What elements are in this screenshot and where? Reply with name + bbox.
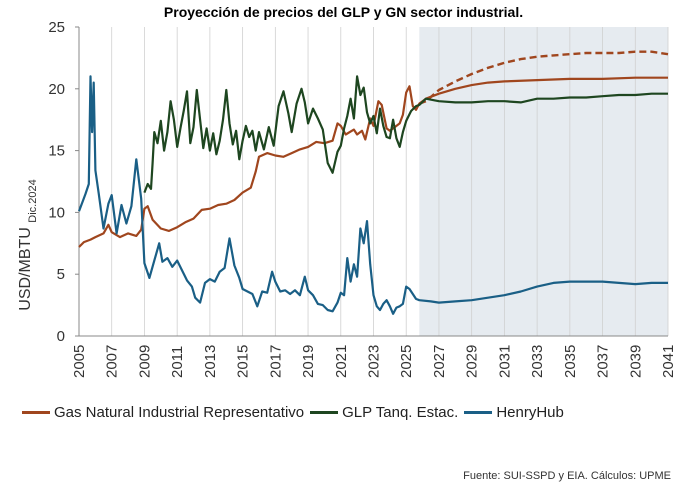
x-tick-label-2005: 2005 (71, 345, 88, 378)
x-tick-label-2041: 2041 (660, 345, 677, 378)
x-tick-label-2013: 2013 (202, 345, 219, 378)
series-line-3 (77, 75, 668, 315)
x-tick-label-2009: 2009 (136, 345, 153, 378)
legend-label-gas-natural: Gas Natural Industrial Representativo (54, 404, 305, 421)
x-tick-label-2029: 2029 (464, 345, 481, 378)
x-tick-label-2017: 2017 (267, 345, 284, 378)
x-tick-label-2025: 2025 (398, 345, 415, 378)
legend-item-gas-natural: Gas Natural Industrial Representativo (22, 404, 304, 421)
source-note: Fuente: SUI-SSPD y EIA. Cálculos: UPME (463, 470, 671, 482)
legend-item-henryhub: HenryHub (464, 404, 564, 421)
legend-label-glp: GLP Tanq. Estac. (342, 404, 459, 421)
x-tick-label-2035: 2035 (562, 345, 579, 378)
x-tick-label-2027: 2027 (431, 345, 448, 378)
x-tick-label-2019: 2019 (300, 345, 317, 378)
legend-label-henryhub: HenryHub (496, 404, 564, 421)
y-axis-label-main: USD/MBTU (17, 227, 34, 311)
chart-title: Proyección de precios del GLP y GN secto… (163, 4, 524, 20)
x-tick-label-2037: 2037 (595, 345, 612, 378)
legend-swatch-henryhub (464, 411, 493, 414)
legend-item-glp: GLP Tanq. Estac. (310, 404, 458, 421)
x-tick-label-2023: 2023 (366, 345, 383, 378)
x-tick-label-2039: 2039 (627, 345, 644, 378)
series-line-2 (143, 75, 668, 193)
axes (75, 26, 668, 337)
y-tick-label-10: 10 (48, 204, 65, 221)
series-lines (77, 50, 669, 315)
y-tick-label-15: 15 (48, 143, 65, 160)
x-tick-label-2031: 2031 (496, 345, 513, 378)
y-axis-label-sub: Dic.2024 (27, 179, 39, 222)
projection-shaded-area (419, 27, 668, 336)
x-tick-label-2007: 2007 (104, 345, 121, 378)
x-tick-label-2021: 2021 (333, 345, 350, 378)
x-tick-label-2011: 2011 (169, 346, 186, 378)
x-tick-label-2033: 2033 (529, 345, 546, 378)
legend-swatch-glp (310, 411, 339, 414)
legend-swatch-gas-natural (22, 411, 50, 414)
gridlines (78, 27, 669, 336)
y-tick-label-5: 5 (57, 266, 65, 283)
y-tick-label-0: 0 (57, 328, 65, 345)
legend: Gas Natural Industrial Representativo GL… (22, 404, 570, 421)
y-tick-label-25: 25 (48, 19, 65, 36)
x-tick-label-2015: 2015 (235, 345, 252, 378)
series-line-1 (418, 50, 669, 105)
y-axis-label: USD/MBTU Dic.2024 (17, 179, 39, 310)
y-tick-label-20: 20 (48, 81, 65, 98)
tick-labels: 2005 2007 2009 2011 2013 2015 2017 2019 2021 2023… (48, 19, 677, 378)
